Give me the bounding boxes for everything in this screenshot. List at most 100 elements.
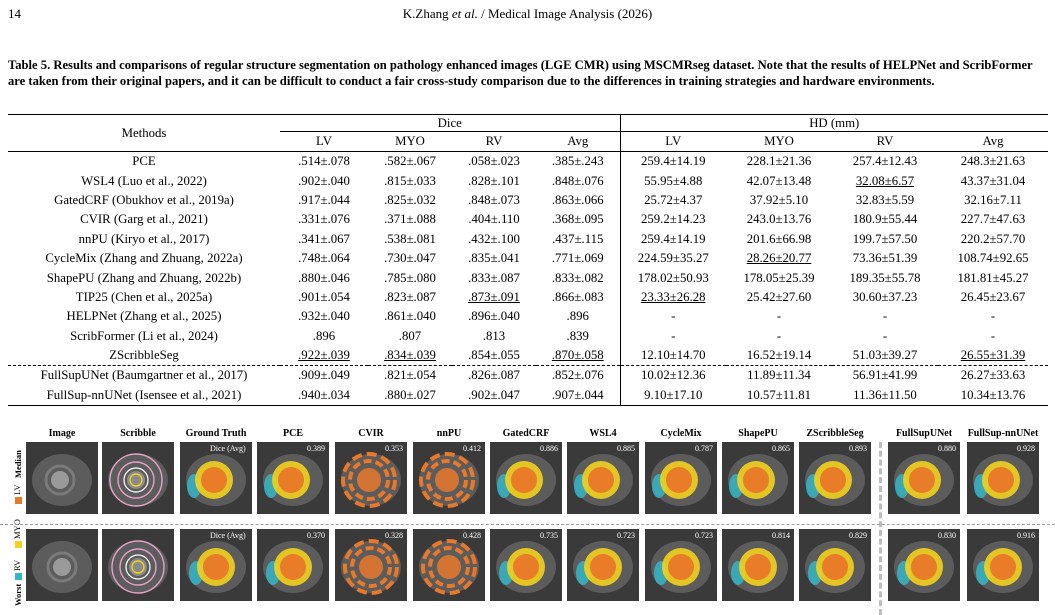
table-cell: 30.60±37.23 [852,289,918,304]
hd-group-header: HD (mm) [619,114,1048,132]
table-row: ShapePU (Zhang and Zhuang, 2022b) .880±.0… [8,268,1048,288]
dice-score: 0.893 [849,444,867,453]
results-table: Methods Dice HD (mm) LV MYO RV Avg LV MYO RV Av… [8,114,1048,407]
table-cell: .437±.115 [552,231,604,246]
table-cell: .834±.039 [384,348,436,363]
table-cell: .848±.076 [551,173,604,188]
table-cell: 108.74±92.65 [957,251,1029,266]
image-tile: Dice (Avg) [180,442,252,514]
table-cell: .582±.067 [368,151,452,172]
image-tile [26,529,98,601]
table-cell: 10.02±12.36 [619,365,726,386]
method-name: CycleMix (Zhang and Zhuang, 2022a) [45,251,243,266]
table-cell: .863±.066 [551,192,604,207]
table-cell: 25.42±27.60 [746,289,812,304]
table-cell: .917±.044 [298,192,350,207]
running-title: K.Zhang et al. / Medical Image Analysis … [402,6,653,21]
table-cell: 11.89±11.34 [726,365,832,386]
page-header: 14 K.Zhang et al. / Medical Image Analys… [8,6,1047,24]
dice-score: 0.735 [540,531,558,540]
table-cell: 189.35±55.78 [849,270,921,285]
image-tile: Dice (Avg) [180,529,252,601]
table-cell: 259.2±14.23 [619,210,726,230]
column-label: nnPU [436,428,462,439]
table-row: ZScribbleSeg .922±.039 .834±.039 .854±.055.… [8,345,1048,366]
table-cell: .331±.076 [298,212,350,227]
table-cell: .823±.087 [384,289,436,304]
table-row: FullSupUNet (Baumgartner et al., 2017) .9… [8,365,1048,386]
table-cell: - [882,309,888,324]
table-cell: 37.92±5.10 [749,192,809,207]
table-cell: - [776,309,782,324]
table-row: FullSup-nnUNet (Isensee et al., 2021) .94… [8,385,1048,407]
dice-score: 0.916 [1017,531,1035,540]
table-cell: 51.03±39.27 [852,348,918,363]
image-tile [102,442,174,514]
column-label: WSL4 [589,428,617,439]
page-number: 14 [8,6,21,21]
table-cell: 259.4±14.19 [619,151,726,172]
column-label: PCE [283,428,303,439]
table-row: PCE .514±.078.582±.067.058±.023.385±.243 2… [8,151,1048,172]
subheader-rv-dice: RV [452,131,536,152]
table-cell: 32.08±6.57 [855,173,915,188]
column-label: Ground Truth [185,428,247,439]
column-label: FullSup-nnUNet [967,428,1039,439]
dice-score: 0.829 [849,531,867,540]
table-cell: .896 [566,309,589,324]
table-cell: .909±.049 [280,365,368,386]
image-tile: 0.723 [567,529,639,601]
table-cell: .932±.040 [298,309,350,324]
table-cell: 224.59±35.27 [619,248,726,269]
table-cell: .833±.082 [551,270,604,285]
row-label-median: Median [13,450,23,478]
image-tile: 0.370 [257,529,329,601]
table-cell: 56.91±41.99 [832,365,938,386]
image-tile: 0.916 [967,529,1039,601]
table-cell: 227.7±47.63 [960,212,1026,227]
dice-score: 0.886 [540,444,558,453]
table-cell: .848±.073 [468,192,520,207]
dice-avg-label: Dice (Avg) [210,444,246,453]
image-tile: 0.865 [722,442,794,514]
row-divider [0,524,1055,525]
image-tile: 0.353 [335,442,407,514]
method-name: ScribFormer (Li et al., 2024) [70,328,218,343]
table-cell: 10.57±11.81 [726,385,832,407]
table-cell: - [990,309,996,324]
table-cell: 73.36±51.39 [852,251,918,266]
table-cell: 220.2±57.70 [960,231,1026,246]
dice-score: 0.885 [617,444,635,453]
table-caption: Table 5. Results and comparisons of regu… [8,58,1033,88]
table-cell: 9.10±17.10 [619,385,726,407]
table-cell: 28.26±20.77 [746,251,812,266]
table-cell: .870±.058 [551,348,604,363]
table-cell: 180.9±55.44 [852,212,918,227]
table-cell: .826±.087 [452,365,536,386]
table-cell: 32.16±7.11 [964,192,1022,207]
table-row: CVIR (Garg et al., 2021) .331±.076 .371±.0… [8,210,1048,230]
table-cell: .748±.064 [298,251,350,266]
table-cell: 32.83±5.59 [855,192,915,207]
subheader-avg-dice: Avg [536,131,620,152]
table-cell: .432±.100 [468,231,520,246]
table-cell: .815±.033 [384,173,436,188]
table-cell: .835±.041 [468,251,520,266]
table-cell: 181.81±45.27 [957,270,1029,285]
table-cell: 26.55±31.39 [960,348,1026,363]
table-cell: 42.07±13.48 [746,173,812,188]
column-label: Scribble [120,428,156,439]
image-tile: 0.886 [490,442,562,514]
dice-group-header: Dice [280,114,620,132]
table-cell: .514±.078 [280,151,368,172]
table-cell: .730±.047 [384,251,436,266]
table-cell: .825±.032 [384,192,436,207]
table-cell: .873±.091 [468,289,520,304]
table-cell: 228.1±21.36 [726,151,832,172]
table-cell: .940±.034 [280,385,368,407]
methods-header: Methods [8,114,280,152]
table-cell: 259.4±14.19 [619,229,726,249]
image-tile [102,529,174,601]
column-label: Image [48,428,76,439]
subheader-myo-dice: MYO [368,131,452,152]
